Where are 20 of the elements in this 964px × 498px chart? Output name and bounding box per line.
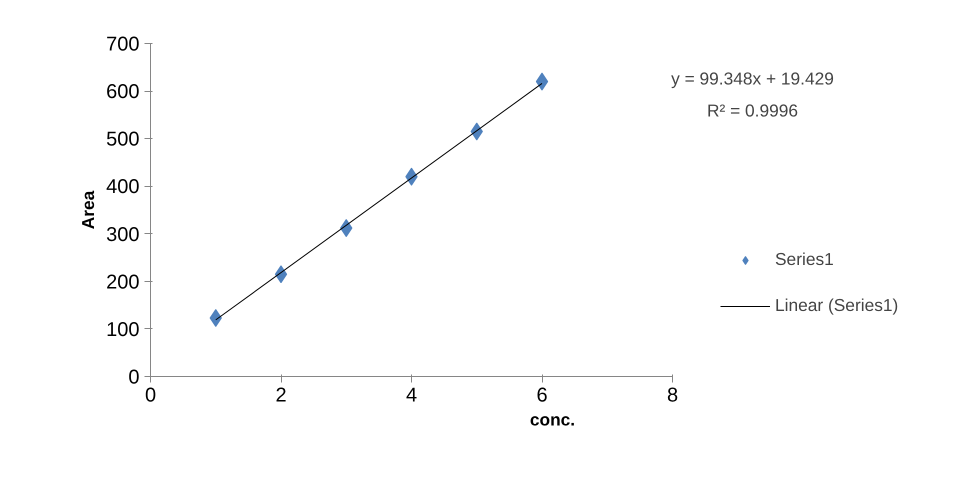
point [536, 72, 548, 91]
legend-label: Series1 [775, 249, 834, 270]
x-tick-label: 4 [406, 384, 418, 406]
x-axis-title: conc. [530, 410, 576, 430]
y-tick-label: 400 [106, 176, 140, 198]
text: R² = 0.9996 [706, 100, 798, 120]
y-tick-label: 200 [106, 271, 140, 294]
y-tick-label: 100 [106, 318, 140, 341]
y-tick-label: 0 [128, 366, 140, 388]
x-tick-label: 2 [275, 384, 287, 406]
y-tick-label: 300 [106, 224, 140, 246]
y-tick-label: 700 [106, 34, 140, 56]
legend-label: Linear (Series1) [775, 295, 898, 316]
y-tick-label: 500 [106, 128, 140, 151]
x-tick-label: 8 [666, 384, 678, 406]
y-tick-label: 600 [106, 81, 140, 104]
annotation: y = 99.348x + 19.429 [671, 68, 834, 88]
x-tick-label: 6 [536, 384, 548, 406]
y-axis-title: Area [78, 190, 98, 230]
x-tick-label: 0 [144, 384, 156, 406]
